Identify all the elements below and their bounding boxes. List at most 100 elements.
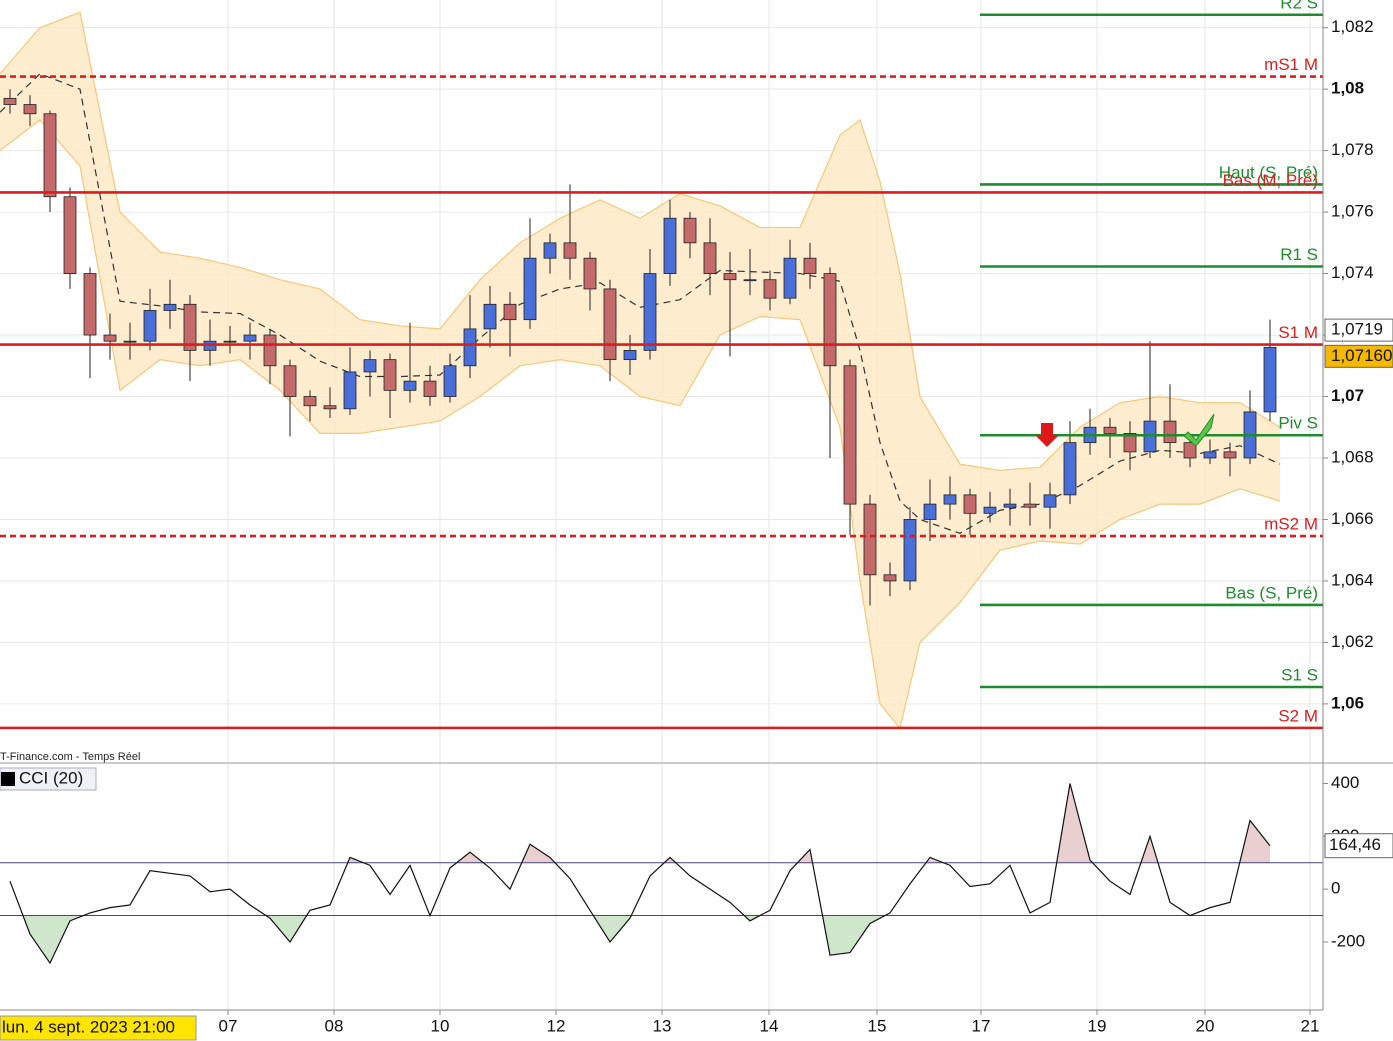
candle-body xyxy=(3,97,17,105)
candle-body xyxy=(1183,442,1197,459)
candle-body xyxy=(1263,346,1277,413)
y-tick-label: 1,076 xyxy=(1331,202,1374,221)
candle-body xyxy=(283,365,297,397)
candle-body xyxy=(1163,420,1177,444)
price-label-box xyxy=(1324,318,1393,342)
candle-body xyxy=(923,503,937,520)
candle-body xyxy=(823,273,837,367)
y-tick-label: 1,082 xyxy=(1331,17,1374,36)
candle-body xyxy=(403,380,417,391)
x-tick-label: 17 xyxy=(972,1016,991,1035)
x-tick-label: 21 xyxy=(1301,1016,1320,1035)
level-label: Piv S xyxy=(1278,414,1318,433)
cursor-date-box xyxy=(0,1015,197,1041)
price-pane: R2 S mS1 M Haut (S, Pré)Bas (M, Pré) R1 S S1… xyxy=(0,0,1323,762)
level-label: Bas (M, Pré) xyxy=(1223,171,1318,190)
x-tick-label: 15 xyxy=(868,1016,887,1035)
candle-body xyxy=(1103,426,1117,434)
candle-body xyxy=(623,350,637,361)
y-tick-label: 1,068 xyxy=(1331,447,1374,466)
candle-body xyxy=(863,503,877,576)
candle-body xyxy=(423,380,437,397)
x-tick-label: 14 xyxy=(760,1016,779,1035)
candle-body xyxy=(363,359,377,373)
candle-body xyxy=(983,506,997,514)
source-label: T-Finance.com - Temps Réel xyxy=(0,751,140,763)
candle-body xyxy=(483,303,497,330)
candle-body xyxy=(943,494,957,505)
level-label: Bas (S, Pré) xyxy=(1225,583,1318,602)
candle-body xyxy=(563,242,577,259)
candle-body xyxy=(223,340,237,343)
y-tick-label: 0 xyxy=(1331,879,1340,898)
candle-body xyxy=(463,328,477,367)
level-label: S1 S xyxy=(1281,665,1318,684)
y-tick-label: -200 xyxy=(1331,931,1365,950)
candle-body xyxy=(723,273,737,281)
cci-last-label: 164,46 xyxy=(1329,835,1381,854)
cci-last-box xyxy=(1324,833,1393,859)
candle-body xyxy=(543,242,557,259)
candle-body xyxy=(23,104,37,115)
y-tick-label: 1,06 xyxy=(1331,693,1364,712)
y-tick-label: 1,074 xyxy=(1331,263,1374,282)
candle-body xyxy=(143,310,157,342)
candle-body xyxy=(903,519,917,582)
candle-body xyxy=(263,334,277,367)
candle-body xyxy=(763,279,777,299)
candle-body xyxy=(803,257,817,274)
candle-body xyxy=(1063,442,1077,496)
candle-body xyxy=(103,334,117,342)
y-tick-label: 1,08 xyxy=(1331,79,1364,98)
candle-body xyxy=(1023,503,1037,508)
y-tick-label: 1,078 xyxy=(1331,140,1374,159)
level-label: R1 S xyxy=(1280,245,1318,264)
level-label: mS2 M xyxy=(1264,515,1318,534)
candle-body xyxy=(83,273,97,336)
x-tick-label: 13 xyxy=(653,1016,672,1035)
bollinger-middle xyxy=(0,73,1281,534)
candle-body xyxy=(183,303,197,351)
candle-body xyxy=(383,359,397,391)
level-label: R2 S xyxy=(1280,0,1318,12)
candle-body xyxy=(443,365,457,397)
level-label: Haut (S, Pré) xyxy=(1219,163,1318,182)
candle-body xyxy=(43,113,57,198)
candle-body xyxy=(123,340,137,343)
price-label: 1,07160 xyxy=(1331,346,1392,365)
y-tick-label: 1,066 xyxy=(1331,509,1374,528)
cci-pane xyxy=(0,764,1323,1010)
level-label: S1 M xyxy=(1278,323,1318,342)
x-tick-label: 19 xyxy=(1088,1016,1107,1035)
candle-body xyxy=(743,279,757,282)
bollinger-area xyxy=(0,12,1280,729)
y-tick-label: 1,07 xyxy=(1331,386,1364,405)
candle-body xyxy=(583,257,597,290)
candle-body xyxy=(503,303,517,321)
x-tick-label: 10 xyxy=(431,1016,450,1035)
candle-body xyxy=(683,217,697,244)
candle-body xyxy=(883,574,897,582)
candle-body xyxy=(603,288,617,361)
candle-body xyxy=(163,303,177,311)
candle-body xyxy=(963,494,977,514)
level-label: mS1 M xyxy=(1264,55,1318,74)
cursor-date-label: lun. 4 sept. 2023 21:00 xyxy=(2,1017,175,1036)
cci-line xyxy=(9,783,1271,965)
y-tick-label: 400 xyxy=(1331,773,1359,792)
y-tick-label: 1,062 xyxy=(1331,632,1374,651)
y-tick-label: 1,064 xyxy=(1331,570,1374,589)
price-label-box xyxy=(1324,344,1393,368)
candle-body xyxy=(1003,503,1017,508)
x-tick-label: 08 xyxy=(325,1016,344,1035)
bollinger-lower xyxy=(0,119,1281,730)
level-label: S2 M xyxy=(1278,706,1318,725)
candle-body xyxy=(323,405,337,410)
candle-body xyxy=(303,396,317,407)
candle-body xyxy=(843,365,857,505)
candle-body xyxy=(663,217,677,274)
legend-label: CCI (20) xyxy=(19,768,83,787)
legend-box xyxy=(0,767,97,791)
candle-body xyxy=(523,257,537,321)
